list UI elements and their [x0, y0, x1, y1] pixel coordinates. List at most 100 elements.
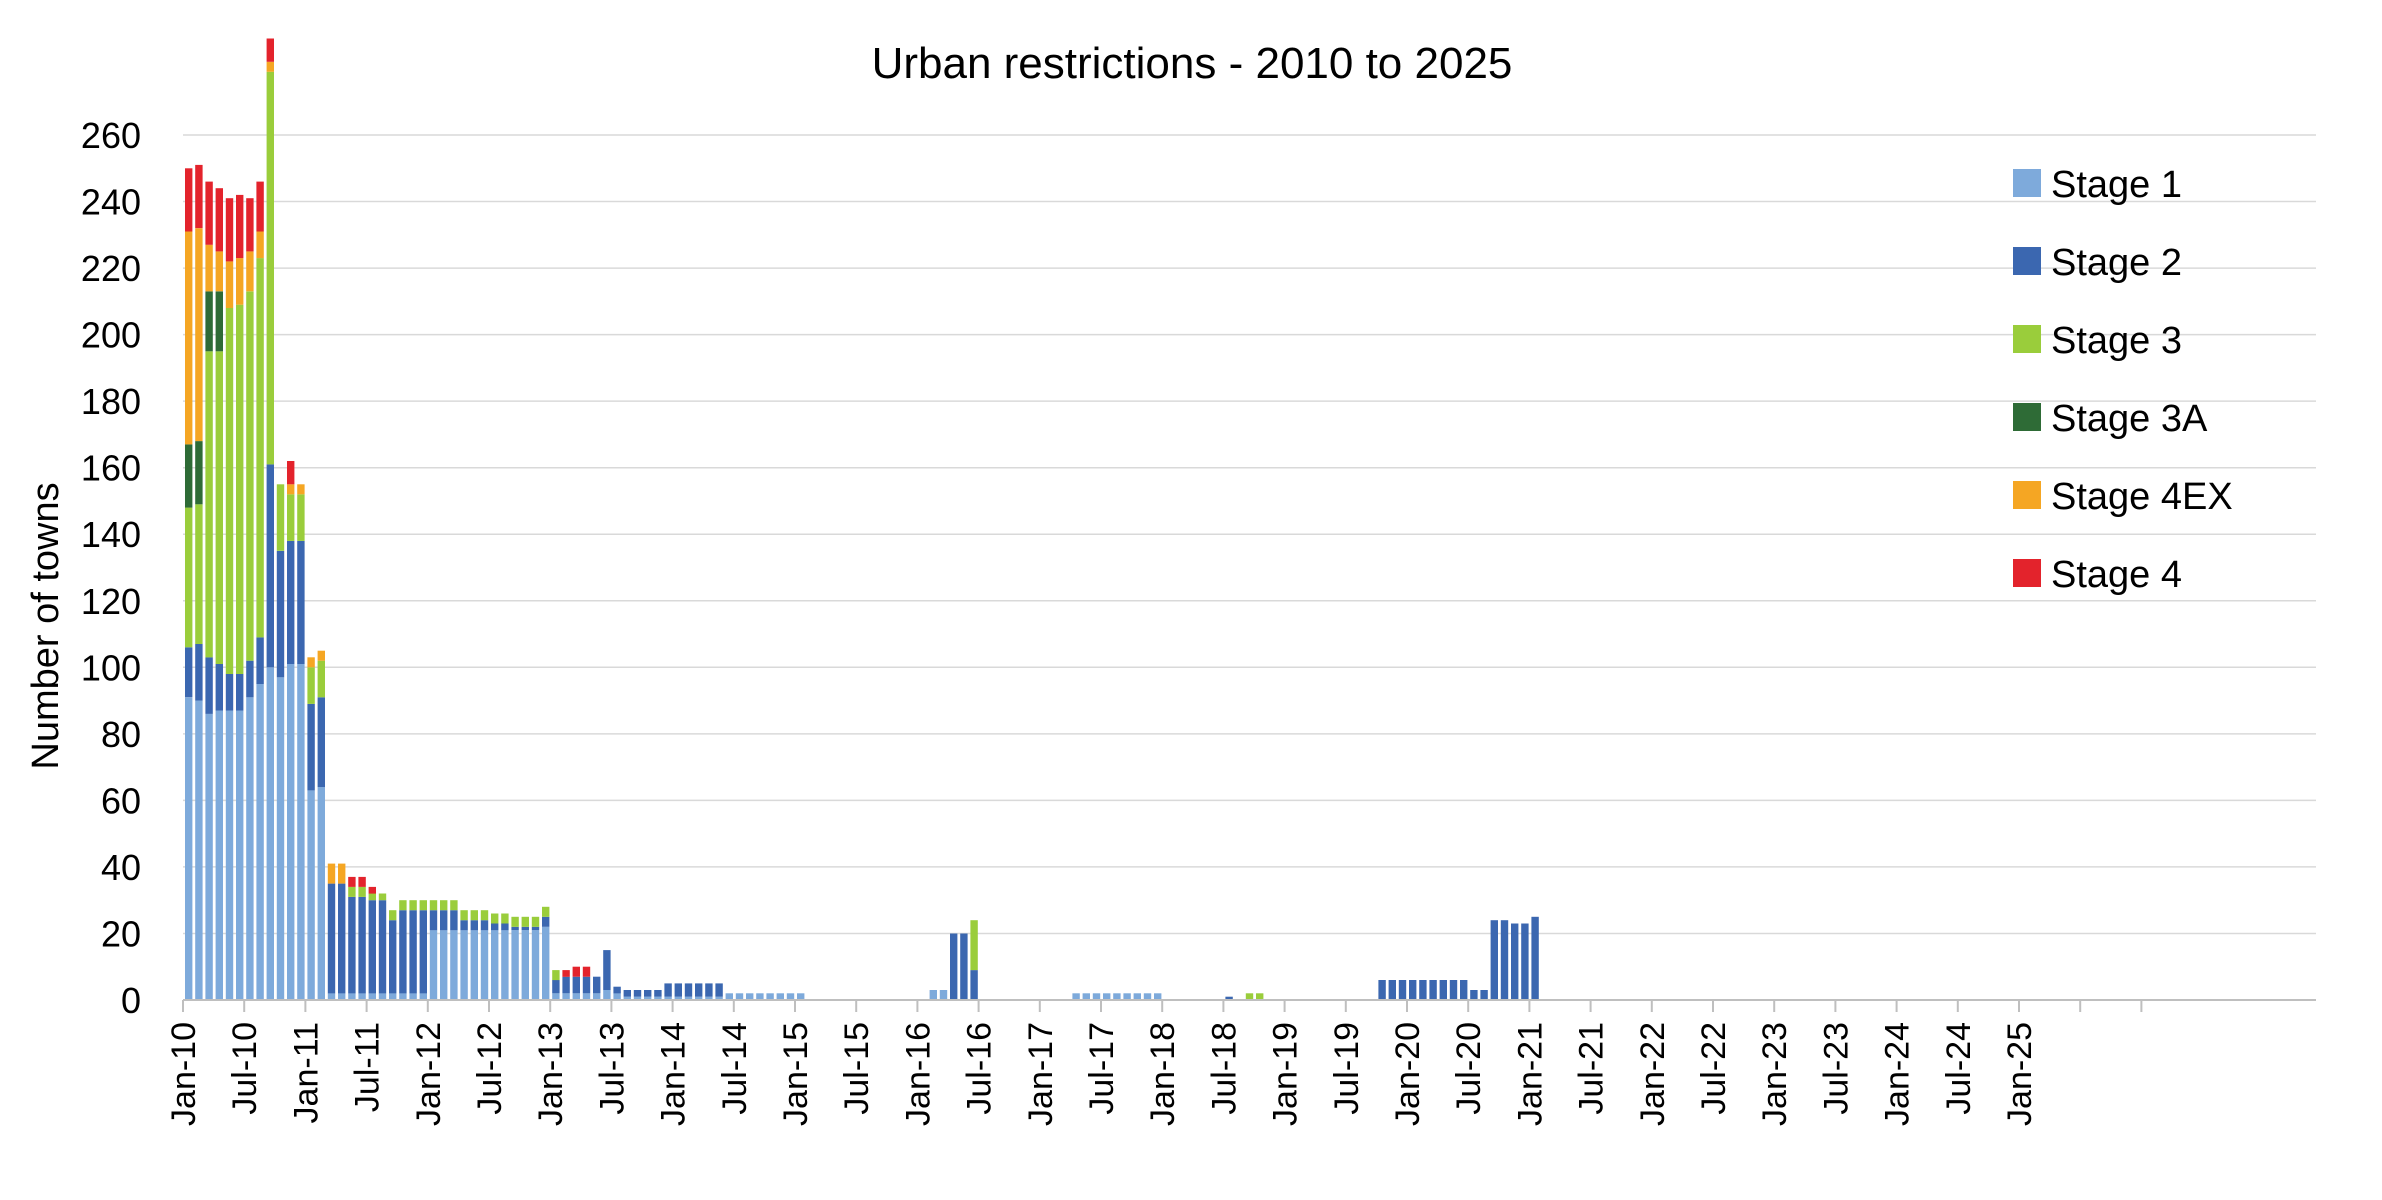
bar-stage-1 [593, 993, 601, 1000]
bar-stage-2 [674, 983, 682, 997]
y-tick-label: 100 [81, 647, 141, 688]
bar-stage-1 [307, 790, 315, 1000]
bar-stage-2 [419, 910, 427, 994]
bar-stage-2 [491, 923, 499, 931]
y-axis-label: Number of towns [25, 482, 67, 769]
bar-stage-3 [1245, 993, 1254, 1000]
bar-stage-2 [1429, 980, 1437, 1000]
bar-stage-2 [1398, 980, 1407, 1000]
bar-stage-3 [317, 660, 325, 698]
bar-stage-3 [419, 900, 427, 911]
legend-swatch [2013, 559, 2041, 587]
bar-stage-2 [684, 983, 693, 997]
bar-stage-4ex [307, 657, 315, 668]
y-tick-label: 220 [81, 248, 141, 289]
legend-label: Stage 3 [2051, 320, 2182, 362]
bar-stage-2 [1480, 990, 1488, 1000]
bar-stage-4 [215, 188, 223, 252]
x-tick-label: Jul-17 [1083, 1022, 1121, 1115]
bar-stage-1 [378, 993, 387, 1000]
x-tick-label: Jan-25 [2001, 1022, 2039, 1126]
bar-stage-4 [256, 181, 264, 232]
bar-stage-1 [389, 993, 397, 1000]
x-tick-label: Jul-23 [1817, 1022, 1855, 1115]
bar-stage-1 [542, 926, 550, 1000]
bar-stage-1 [562, 993, 570, 1000]
axes: 0 20 40 60 80 100 120 140 160 180 200 220 240 260 Jan-… [81, 115, 2316, 1126]
bar-stage-3 [470, 910, 478, 921]
bar-stage-2 [593, 976, 601, 994]
bar-stage-1 [684, 996, 693, 1000]
x-tick-label: Jan-18 [1144, 1022, 1182, 1126]
bar-stage-1 [695, 996, 703, 1000]
x-tick-label: Jan-10 [165, 1022, 203, 1126]
bar-stage-2 [440, 910, 448, 931]
bar-stage-1 [939, 990, 948, 1000]
bar-stage-4 [287, 461, 295, 485]
bar-stage-3a [215, 291, 223, 352]
bar-stage-1 [276, 677, 285, 1000]
bar-stage-4 [562, 970, 570, 977]
bar-stage-1 [368, 993, 376, 1000]
bar-stage-2 [1460, 980, 1468, 1000]
legend-label: Stage 4 [2051, 554, 2182, 596]
y-tick-label: 200 [81, 315, 141, 356]
bar-stage-1 [531, 930, 540, 1000]
bar-stage-2 [236, 674, 244, 711]
bar-stage-4 [348, 876, 356, 887]
bar-stage-3 [225, 308, 234, 674]
bar-stage-2 [623, 990, 631, 997]
bar-stage-2 [603, 950, 611, 990]
bar-stage-1 [287, 664, 295, 1000]
bar-stage-3 [389, 910, 397, 921]
y-tick-label: 40 [101, 847, 141, 888]
bar-stage-2 [970, 970, 978, 1000]
bar-stage-4 [368, 886, 376, 894]
bar-stage-2 [654, 990, 662, 997]
bar-stage-1 [521, 930, 529, 1000]
bar-stage-4ex [225, 261, 234, 308]
bar-stage-2 [705, 983, 713, 997]
bar-stage-4 [195, 164, 203, 229]
bar-stage-4ex [338, 863, 346, 884]
bar-stage-2 [246, 660, 254, 698]
bar-stage-3 [215, 351, 223, 664]
bar-stage-2 [613, 986, 621, 994]
bar-stage-4 [236, 194, 244, 259]
bar-stage-1 [450, 930, 458, 1000]
bar-stage-2 [195, 644, 203, 701]
bar-stage-1 [460, 930, 468, 1000]
bar-stage-2 [266, 464, 274, 668]
bar-stage-1 [327, 993, 336, 1000]
bar-stage-1 [552, 993, 560, 1000]
bar-stage-2 [368, 900, 376, 994]
bar-stage-2 [348, 896, 356, 994]
bar-stage-3 [195, 504, 203, 644]
y-tick-label: 20 [101, 913, 141, 954]
bar-stage-1 [776, 993, 784, 1000]
bar-stage-3 [266, 71, 274, 465]
bar-stage-2 [205, 657, 213, 714]
bar-stage-2 [307, 703, 315, 791]
bar-stage-1 [1072, 993, 1080, 1000]
bar-stage-3a [185, 444, 193, 508]
bar-stage-2 [287, 540, 295, 664]
bar-stage-2 [562, 976, 570, 994]
x-tick-label: Jan-17 [1022, 1022, 1060, 1126]
bar-stage-2 [1449, 980, 1458, 1000]
y-tick-label: 120 [81, 581, 141, 622]
y-tick-label: 0 [121, 980, 141, 1021]
y-tick-label: 140 [81, 514, 141, 555]
y-tick-label: 60 [101, 780, 141, 821]
bar-stage-1 [735, 993, 744, 1000]
x-tick-label: Jul-18 [1205, 1022, 1243, 1115]
bar-stage-3 [491, 913, 499, 924]
x-tick-label: Jul-21 [1573, 1022, 1611, 1115]
bar-stage-2 [317, 697, 325, 788]
bar-stage-2 [389, 920, 397, 994]
x-tick-label: Jul-22 [1695, 1022, 1733, 1115]
bar-stage-1 [429, 930, 438, 1000]
bar-stage-1 [582, 993, 591, 1000]
legend-label: Stage 4EX [2051, 476, 2233, 518]
bar-stage-1 [929, 990, 937, 1000]
